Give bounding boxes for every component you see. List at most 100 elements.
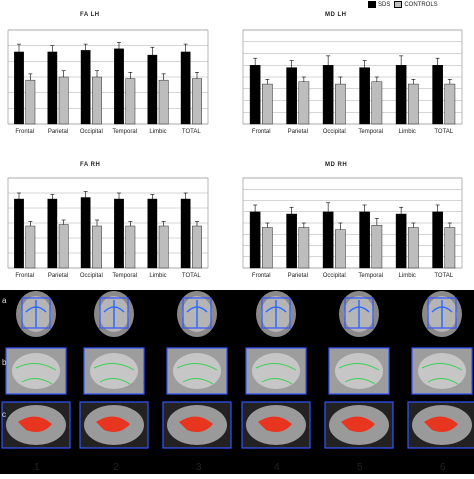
brain-slice-row-a <box>422 291 462 337</box>
chart-svg: Frontal Parietal Occipital Temporal Limbic TO… <box>242 29 463 135</box>
bar-sds <box>147 198 158 269</box>
bar-controls <box>262 227 273 269</box>
x-tick-label: Temporal <box>358 129 383 135</box>
bar-sds <box>249 65 261 125</box>
bar-controls <box>444 227 456 269</box>
x-tick-label: Occipital <box>323 129 346 135</box>
bar-sds <box>359 67 370 125</box>
brain-slice-row-c <box>241 401 311 449</box>
chart-title: FA LH <box>80 12 100 18</box>
x-tick-label: TOTAL <box>182 129 201 135</box>
chart-title: MD RH <box>325 162 348 168</box>
brain-images <box>1 291 474 449</box>
x-tick-label: Occipital <box>323 273 346 279</box>
bar-sds <box>47 51 58 125</box>
bar-controls <box>408 83 419 125</box>
brain-slice-row-b <box>411 347 473 395</box>
tissue <box>90 353 138 389</box>
x-tick-label: Temporal <box>112 129 137 135</box>
row-label-b: b <box>2 358 7 367</box>
bar-sds <box>432 211 443 269</box>
x-tick-label: TOTAL <box>434 273 453 279</box>
chart-fa-rh: FA RH Frontal Parietal Occipital Temporal Li… <box>0 150 230 285</box>
bar-sds <box>322 211 334 269</box>
tract <box>25 300 47 328</box>
tissue <box>12 353 60 389</box>
column-label-3: 3 <box>196 462 202 473</box>
legend-controls: CONTROLS <box>394 1 438 8</box>
tract-green <box>255 363 297 385</box>
bar-controls <box>192 78 202 125</box>
row-label-a: a <box>2 296 7 305</box>
x-tick-label: TOTAL <box>434 129 453 135</box>
chart-md-lh: MD LH Frontal Parietal Occipital Temporal Li… <box>235 0 474 140</box>
tract-red <box>96 416 130 432</box>
tract-red <box>179 416 213 432</box>
bar-controls <box>298 81 310 125</box>
x-tick-label: Limbic <box>399 273 416 279</box>
bar-sds <box>286 213 297 269</box>
x-tick-label: Frontal <box>252 129 271 135</box>
bar-controls <box>158 79 169 125</box>
column-label-2: 2 <box>113 462 119 473</box>
chart-title: MD LH <box>325 12 347 18</box>
column-label-5: 5 <box>357 462 363 473</box>
x-tick-label: Occipital <box>80 273 103 279</box>
row-label-c: c <box>2 410 6 419</box>
brain-slice-row-b <box>328 347 390 395</box>
x-tick-label: Temporal <box>358 273 383 279</box>
column-label-4: 4 <box>274 462 280 473</box>
brain-image-grid <box>0 290 474 474</box>
bar-controls <box>25 79 36 125</box>
bar-sds <box>432 65 443 125</box>
brain-slice-row-b <box>166 347 228 395</box>
brain-slice-row-b <box>5 347 67 395</box>
x-tick-label: Limbic <box>149 129 166 135</box>
x-tick-label: Parietal <box>48 273 68 279</box>
bar-controls <box>58 76 69 125</box>
brain-slice-row-a <box>177 291 217 337</box>
x-tick-label: TOTAL <box>182 273 201 279</box>
bar-controls <box>92 225 102 269</box>
chart-svg: Frontal Parietal Occipital Temporal Limbic TO… <box>242 177 463 279</box>
x-tick-label: Parietal <box>48 129 68 135</box>
tract-red <box>18 416 52 432</box>
x-tick-label: Frontal <box>252 273 271 279</box>
chart-fa-lh: FA LH Frontal Parietal Occipital Temporal Li… <box>0 0 230 140</box>
chart-title: FA RH <box>80 162 101 168</box>
brain-slice-row-c <box>407 401 474 449</box>
tissue <box>173 353 221 389</box>
bar-controls <box>335 229 346 269</box>
bar-controls <box>125 225 136 269</box>
bar-sds <box>80 197 91 269</box>
bar-sds <box>395 213 407 269</box>
x-tick-label: Limbic <box>149 273 166 279</box>
tract-green <box>176 363 218 385</box>
tract-red <box>258 416 292 432</box>
tissue <box>335 353 383 389</box>
bar-sds <box>249 211 261 269</box>
brain-slice-row-b <box>245 347 307 395</box>
bar-sds <box>286 67 297 125</box>
bar-sds <box>180 198 191 269</box>
tract-green <box>338 363 380 385</box>
bar-controls <box>262 83 273 125</box>
tissue <box>418 353 466 389</box>
tract <box>186 300 208 328</box>
tract-green <box>15 363 57 385</box>
tract-red <box>424 416 458 432</box>
x-tick-label: Frontal <box>15 273 34 279</box>
bar-sds <box>14 198 24 269</box>
brain-slice-row-a <box>94 291 134 337</box>
brain-slice-row-a <box>339 291 379 337</box>
bar-sds <box>47 198 58 269</box>
brain-slice-row-c <box>162 401 232 449</box>
bar-controls <box>371 225 383 269</box>
tissue <box>252 353 300 389</box>
bar-controls <box>25 225 36 269</box>
bar-controls <box>192 225 202 269</box>
brain-slice-row-a <box>16 291 56 337</box>
bar-controls <box>371 81 383 125</box>
tract-green <box>93 363 135 385</box>
brain-slice-row-c <box>79 401 149 449</box>
